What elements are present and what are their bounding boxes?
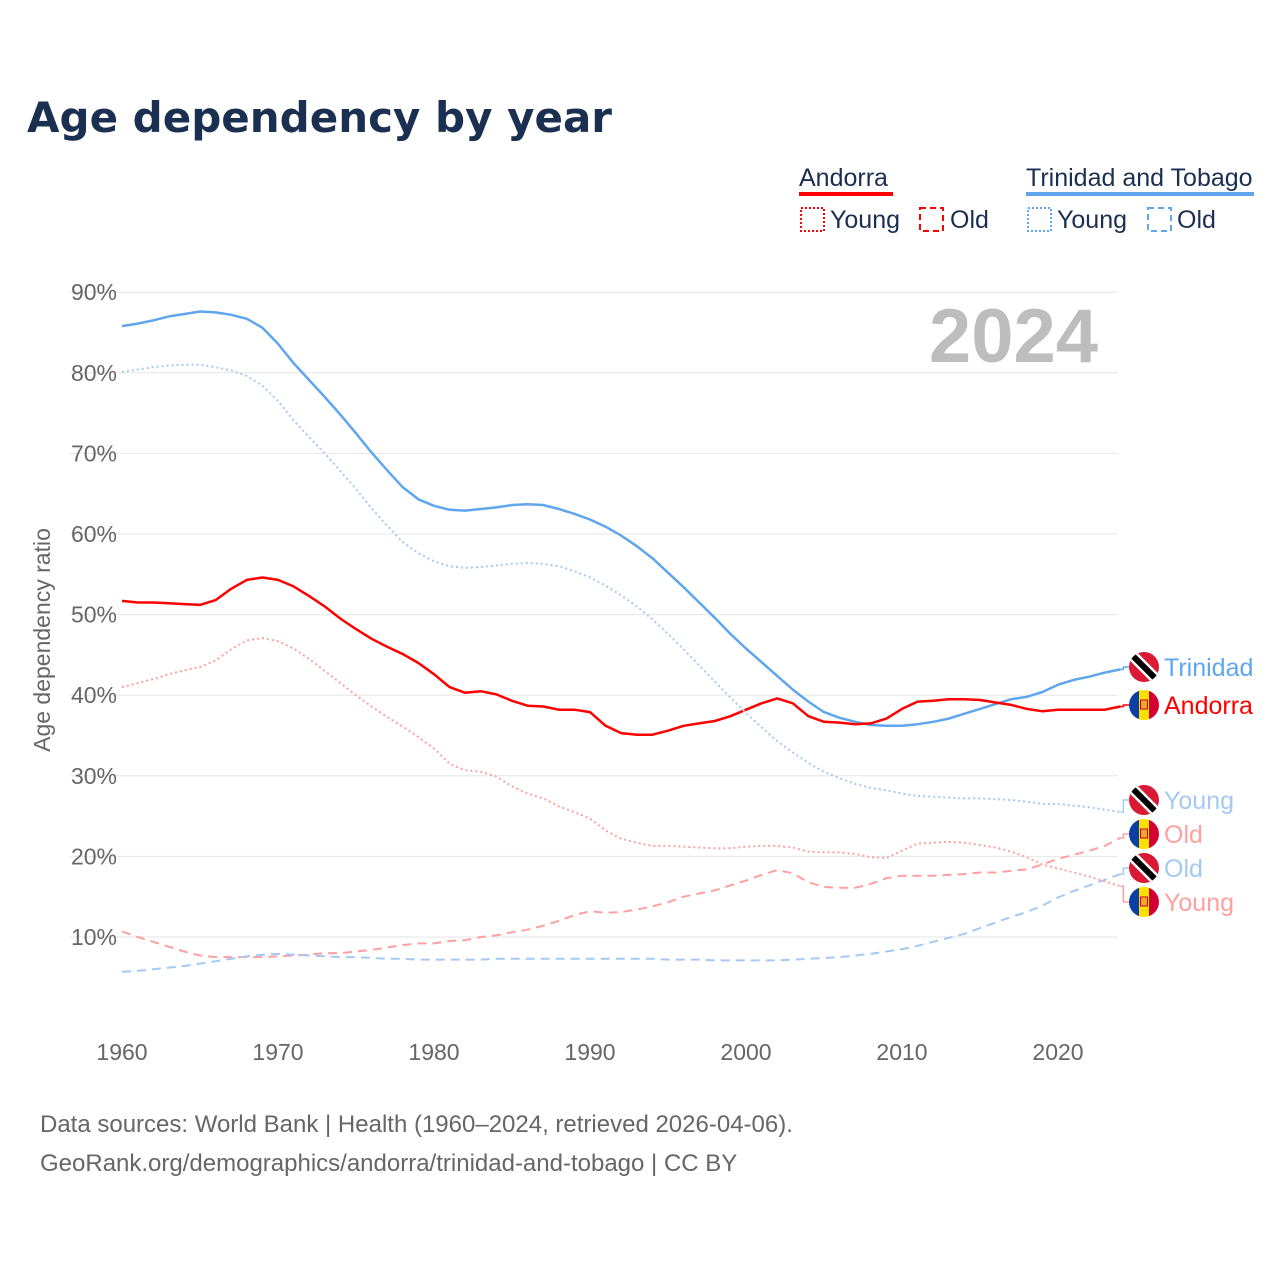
flag-coat-of-arms [1140, 896, 1148, 907]
flag-band-blue [1129, 887, 1139, 917]
legend-swatch-trinidad-young [1027, 207, 1052, 232]
series-line-tt_old [121, 873, 1121, 973]
flag-coat-of-arms [1140, 828, 1148, 839]
x-tick-label: 1990 [564, 1039, 615, 1065]
series-lines [121, 310, 1121, 973]
andorra-flag-icon [1129, 887, 1159, 917]
y-tick-label: 10% [71, 924, 117, 950]
end-label-tt_young: Young [1164, 787, 1234, 815]
series-line-tt_total [121, 310, 1121, 728]
source-note: Data sources: World Bank | Health (1960–… [40, 1111, 793, 1138]
label-connector [1120, 885, 1133, 903]
flag-body [1129, 785, 1159, 815]
legend: Andorra Young Old Trinidad and Tobago Yo… [799, 164, 1254, 234]
andorra-flag-icon [1129, 690, 1159, 720]
x-tick-label: 2010 [876, 1039, 927, 1065]
trinidad-flag-icon [1129, 785, 1159, 815]
legend-label-andorra-old: Old [950, 206, 989, 234]
y-tick-label: 50% [71, 602, 117, 628]
y-axis-ticks: 10% 20% 30% 40% 50% 60% 70% 80% 90% [71, 279, 117, 950]
y-tick-label: 20% [71, 843, 117, 869]
end-label-ad_young: Young [1164, 889, 1234, 917]
x-tick-label: 1980 [408, 1039, 459, 1065]
y-tick-label: 30% [71, 763, 117, 789]
flag-coat-of-arms [1140, 699, 1148, 710]
y-tick-label: 60% [71, 521, 117, 547]
end-label-ad_total: Andorra [1164, 692, 1253, 720]
flag-band-blue [1129, 690, 1139, 720]
flag-body [1129, 819, 1159, 849]
flag-band-red [1149, 819, 1159, 849]
series-line-ad_total [121, 576, 1121, 736]
legend-swatch-trinidad-old [1147, 207, 1172, 232]
legend-country-andorra: Andorra [799, 164, 888, 192]
flag-band-blue [1129, 819, 1139, 849]
andorra-flag-icon [1129, 819, 1159, 849]
year-watermark: 2024 [929, 294, 1098, 379]
source-url[interactable]: GeoRank.org/demographics/andorra/trinida… [40, 1150, 737, 1177]
series-line-ad_old [121, 837, 1121, 959]
x-axis-ticks: 1960 1970 1980 1990 2000 2010 2020 [96, 1039, 1083, 1065]
x-tick-label: 1960 [96, 1039, 147, 1065]
end-label-tt_old: Old [1164, 855, 1203, 883]
label-connector [1120, 833, 1133, 839]
legend-label-andorra-young: Young [830, 206, 900, 234]
flag-body [1129, 853, 1159, 883]
label-connector [1120, 666, 1133, 671]
x-tick-label: 2020 [1032, 1039, 1083, 1065]
end-label-tt_total: Trinidad [1164, 654, 1253, 682]
legend-swatch-andorra [799, 192, 893, 196]
flag-band-red [1149, 690, 1159, 720]
x-tick-label: 1970 [252, 1039, 303, 1065]
series-line-tt_young [121, 363, 1121, 814]
y-tick-label: 80% [71, 360, 117, 386]
y-axis-label: Age dependency ratio [29, 528, 55, 752]
end-label-ad_old: Old [1164, 821, 1203, 849]
flag-body [1129, 887, 1159, 917]
legend-swatch-andorra-young [800, 207, 825, 232]
flag-body [1129, 690, 1159, 720]
series-line-ad_young [121, 637, 1121, 888]
flag-body [1129, 652, 1159, 682]
label-connector [1120, 867, 1133, 875]
end-labels: Trinidad Andorra Young Old Old Young [1120, 652, 1253, 917]
chart-title: Age dependency by year [27, 93, 612, 142]
y-tick-label: 70% [71, 440, 117, 466]
legend-label-trinidad-old: Old [1177, 206, 1216, 234]
legend-label-trinidad-young: Young [1057, 206, 1127, 234]
legend-country-trinidad: Trinidad and Tobago [1026, 164, 1253, 192]
label-connector [1120, 799, 1133, 813]
y-tick-label: 90% [71, 279, 117, 305]
legend-group-andorra[interactable]: Andorra Young Old [799, 164, 989, 234]
trinidad-flag-icon [1129, 652, 1159, 682]
gridlines [70, 291, 1118, 938]
legend-swatch-andorra-old [919, 207, 944, 232]
y-tick-label: 40% [71, 682, 117, 708]
legend-swatch-trinidad [1026, 192, 1254, 196]
x-tick-label: 2000 [720, 1039, 771, 1065]
label-connector [1120, 704, 1133, 708]
trinidad-flag-icon [1129, 853, 1159, 883]
flag-band-red [1149, 887, 1159, 917]
legend-group-trinidad[interactable]: Trinidad and Tobago Young Old [1026, 164, 1254, 234]
